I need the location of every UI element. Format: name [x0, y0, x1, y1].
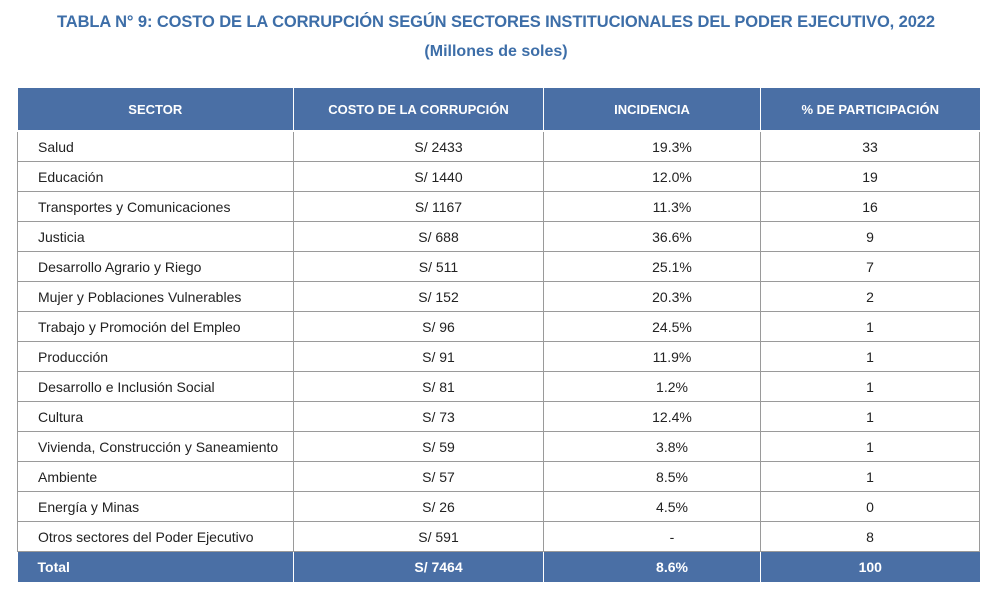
- table-row: Vivienda, Construcción y Saneamiento S/ …: [17, 431, 980, 462]
- cell-sector: Trabajo y Promoción del Empleo: [17, 311, 294, 342]
- cell-sector: Desarrollo Agrario y Riego: [17, 251, 294, 282]
- total-cost: S/ 7464: [293, 551, 544, 582]
- table-row: Energía y Minas S/ 26 4.5% 0: [17, 491, 980, 522]
- cell-sector: Vivienda, Construcción y Saneamiento: [17, 431, 294, 462]
- cell-cost: S/ 1440: [293, 161, 544, 192]
- cell-cost: S/ 57: [293, 461, 544, 492]
- cell-sector: Transportes y Comunicaciones: [17, 191, 294, 222]
- cell-share: 19: [760, 161, 980, 192]
- cell-cost: S/ 511: [293, 251, 544, 282]
- cell-sector: Desarrollo e Inclusión Social: [17, 371, 294, 402]
- cell-share: 1: [760, 431, 980, 462]
- cell-cost: S/ 1167: [293, 191, 544, 222]
- cell-sector: Educación: [17, 161, 294, 192]
- table-title: TABLA N° 9: COSTO DE LA CORRUPCIÓN SEGÚN…: [57, 13, 935, 31]
- total-incidence: 8.6%: [543, 551, 761, 582]
- cell-incidence: 19.3%: [543, 130, 761, 162]
- cell-incidence: 11.9%: [543, 341, 761, 372]
- cell-share: 7: [760, 251, 980, 282]
- cell-share: 2: [760, 281, 980, 312]
- cell-cost: S/ 96: [293, 311, 544, 342]
- cell-incidence: 24.5%: [543, 311, 761, 342]
- header-cost: COSTO DE LA CORRUPCIÓN: [293, 88, 544, 132]
- cell-incidence: 12.4%: [543, 401, 761, 432]
- header-share: % DE PARTICIPACIÓN: [760, 88, 980, 132]
- table-row: Transportes y Comunicaciones S/ 1167 11.…: [17, 191, 980, 222]
- table-row: Desarrollo Agrario y Riego S/ 511 25.1% …: [17, 251, 980, 282]
- cell-cost: S/ 81: [293, 371, 544, 402]
- cell-cost: S/ 688: [293, 221, 544, 252]
- cell-cost: S/ 73: [293, 401, 544, 432]
- cell-share: 33: [760, 130, 980, 162]
- table-row: Desarrollo e Inclusión Social S/ 81 1.2%…: [17, 371, 980, 402]
- table-row: Trabajo y Promoción del Empleo S/ 96 24.…: [17, 311, 980, 342]
- cell-sector: Mujer y Poblaciones Vulnerables: [17, 281, 294, 312]
- cell-sector: Justicia: [17, 221, 294, 252]
- header-sector: SECTOR: [17, 88, 294, 132]
- total-share: 100: [760, 551, 980, 582]
- table-row: Salud S/ 2433 19.3% 33: [17, 130, 980, 162]
- cell-incidence: -: [543, 521, 761, 552]
- cell-sector: Salud: [17, 130, 294, 162]
- cell-sector: Energía y Minas: [17, 491, 294, 522]
- cell-incidence: 12.0%: [543, 161, 761, 192]
- cell-share: 1: [760, 311, 980, 342]
- cell-sector: Otros sectores del Poder Ejecutivo: [17, 521, 294, 552]
- cell-incidence: 11.3%: [543, 191, 761, 222]
- table-row: Otros sectores del Poder Ejecutivo S/ 59…: [17, 521, 980, 552]
- cell-incidence: 20.3%: [543, 281, 761, 312]
- cell-cost: S/ 2433: [293, 130, 544, 162]
- cell-share: 8: [760, 521, 980, 552]
- total-row: Total S/ 7464 8.6% 100: [17, 551, 980, 582]
- cell-sector: Cultura: [17, 401, 294, 432]
- table-row: Producción S/ 91 11.9% 1: [17, 341, 980, 372]
- table-row: Mujer y Poblaciones Vulnerables S/ 152 2…: [17, 281, 980, 312]
- cell-share: 1: [760, 371, 980, 402]
- total-label: Total: [17, 551, 294, 582]
- cell-sector: Producción: [17, 341, 294, 372]
- header-row: SECTOR COSTO DE LA CORRUPCIÓN INCIDENCIA…: [17, 88, 980, 132]
- cell-incidence: 1.2%: [543, 371, 761, 402]
- cell-sector: Ambiente: [17, 461, 294, 492]
- cell-incidence: 8.5%: [543, 461, 761, 492]
- table-row: Educación S/ 1440 12.0% 19: [17, 161, 980, 192]
- table-row: Cultura S/ 73 12.4% 1: [17, 401, 980, 432]
- cell-share: 1: [760, 341, 980, 372]
- cell-share: 16: [760, 191, 980, 222]
- cell-cost: S/ 59: [293, 431, 544, 462]
- cell-incidence: 3.8%: [543, 431, 761, 462]
- cell-incidence: 25.1%: [543, 251, 761, 282]
- header-incidence: INCIDENCIA: [543, 88, 761, 132]
- cell-cost: S/ 152: [293, 281, 544, 312]
- cell-share: 1: [760, 461, 980, 492]
- cell-cost: S/ 591: [293, 521, 544, 552]
- cell-incidence: 4.5%: [543, 491, 761, 522]
- cell-incidence: 36.6%: [543, 221, 761, 252]
- cell-cost: S/ 26: [293, 491, 544, 522]
- table-subtitle: (Millones de soles): [424, 43, 568, 60]
- cell-cost: S/ 91: [293, 341, 544, 372]
- cell-share: 1: [760, 401, 980, 432]
- corruption-cost-table: SECTOR COSTO DE LA CORRUPCIÓN INCIDENCIA…: [17, 88, 980, 582]
- cell-share: 0: [760, 491, 980, 522]
- table-row: Ambiente S/ 57 8.5% 1: [17, 461, 980, 492]
- cell-share: 9: [760, 221, 980, 252]
- table-row: Justicia S/ 688 36.6% 9: [17, 221, 980, 252]
